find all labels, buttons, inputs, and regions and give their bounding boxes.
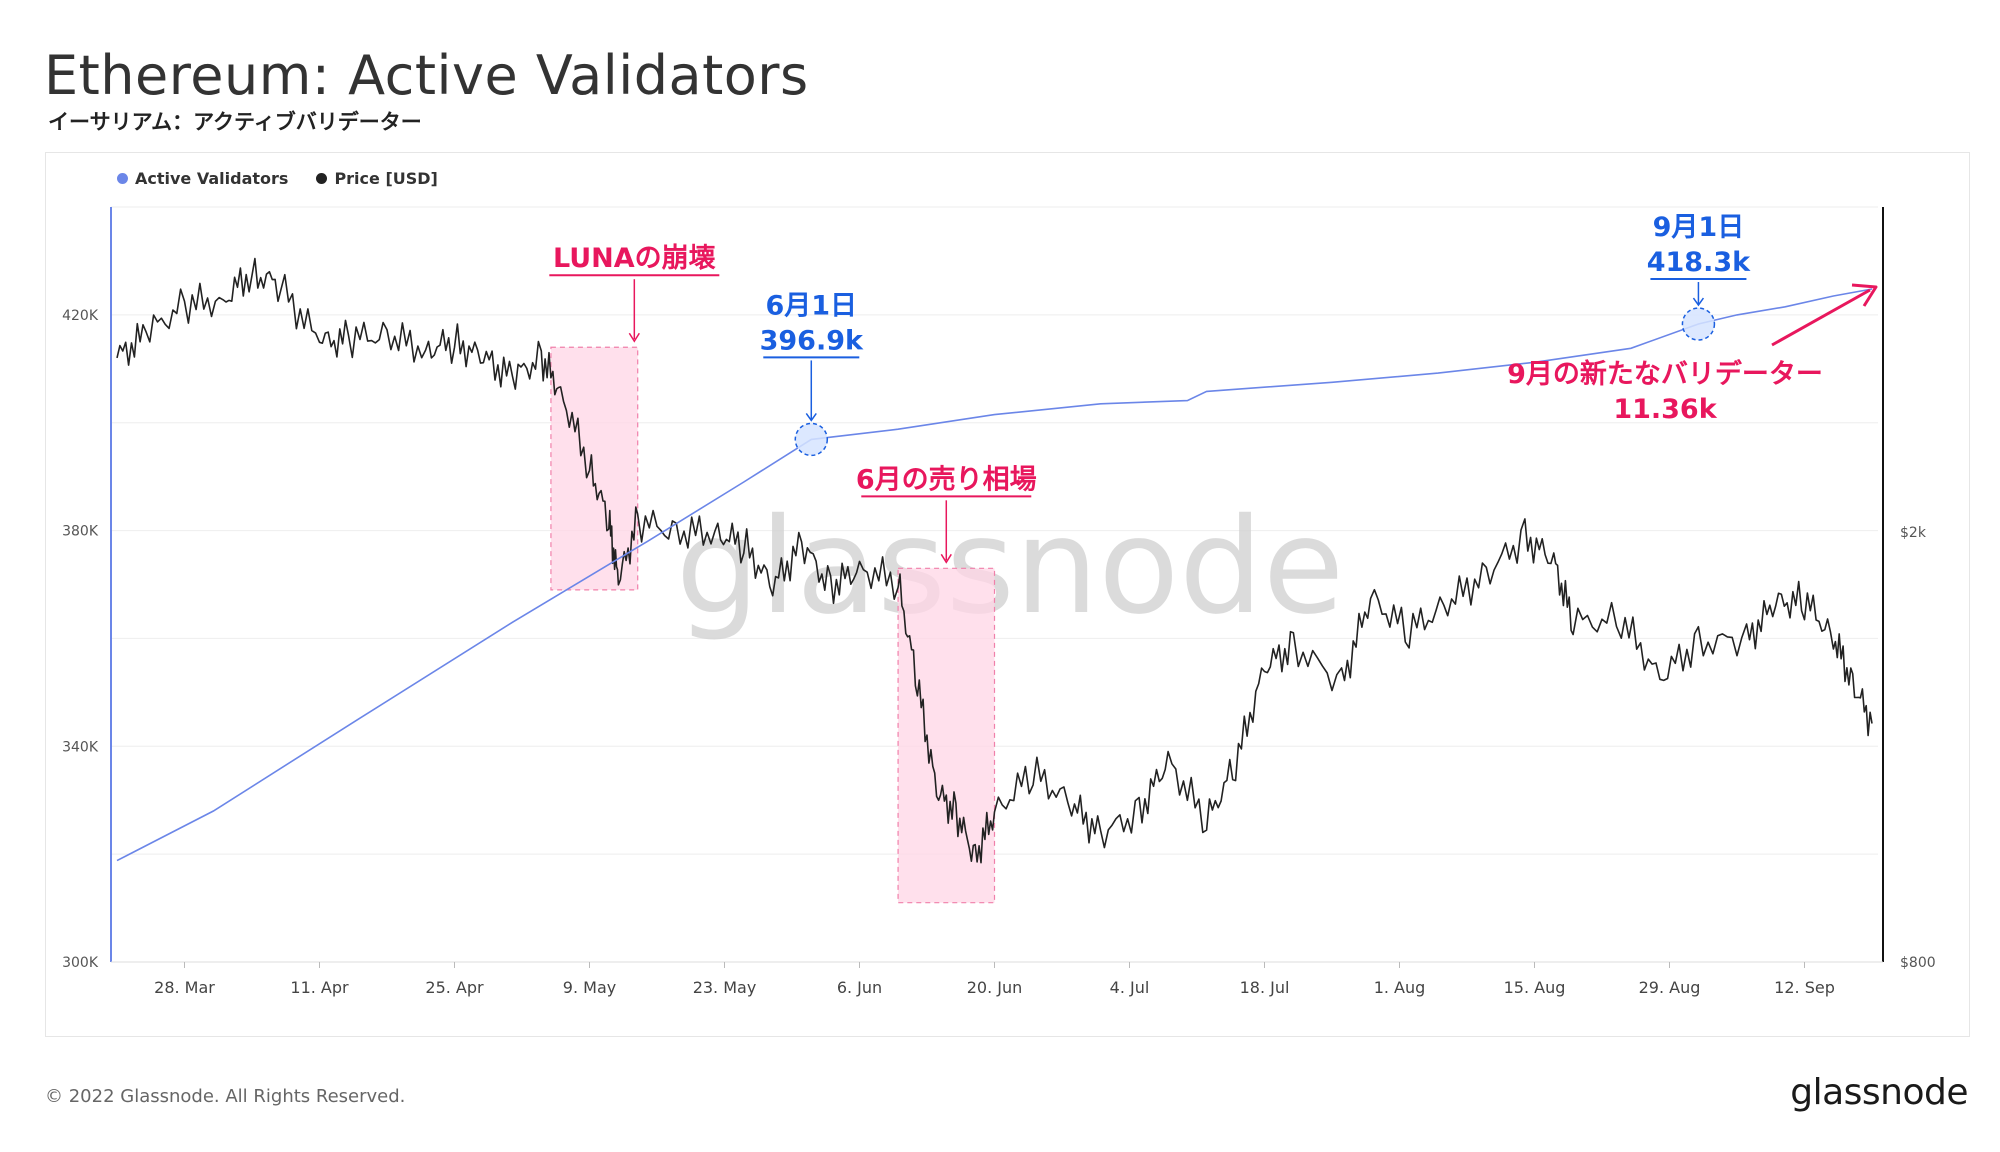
callout-arrow-line	[1771, 288, 1871, 347]
series-line-price	[116, 257, 1873, 864]
y-left-tick-label: 340K	[62, 739, 99, 755]
chart-legend: Active Validators Price [USD]	[117, 169, 438, 188]
y-left-tick-label: 300K	[62, 955, 99, 971]
annotation-marker	[1681, 307, 1716, 341]
y-right-tick-label: $800	[1900, 955, 1936, 971]
annotation-layer: 6月1日 396.9k 9月1日 418.3k 9月の新たなバリデーター 11.36k	[760, 212, 1878, 457]
x-tick-label: 18. Jul	[1240, 978, 1290, 997]
highlight-label: 6月の売り相場	[856, 464, 1037, 495]
x-tick-label: 20. Jun	[967, 978, 1023, 997]
legend-label-price: Price [USD]	[334, 169, 438, 188]
page-title: Ethereum: Active Validators	[44, 44, 809, 107]
callout-line1: 9月の新たなバリデーター	[1507, 358, 1823, 390]
legend-label-validators: Active Validators	[135, 169, 289, 188]
callout-arrow-head	[1851, 283, 1878, 307]
x-tick-label: 1. Aug	[1374, 978, 1426, 997]
series-line-validators	[116, 288, 1873, 862]
x-tick-label: 23. May	[693, 978, 757, 997]
annotation-date-label: 9月1日	[1653, 212, 1745, 243]
page-subtitle: イーサリアム：アクティブバリデーター	[48, 110, 422, 134]
tick-layer: 300K 340K 380K 420K $800 $2k 28. Mar 11. Apr 25.…	[62, 308, 1936, 997]
x-tick-label: 28. Mar	[154, 978, 215, 997]
highlight-box	[550, 346, 639, 591]
annotation-date-label: 6月1日	[765, 290, 857, 321]
x-tick-label: 29. Aug	[1639, 978, 1701, 997]
glassnode-logo[interactable]: glassnode	[1790, 1072, 1968, 1113]
x-tick-label: 6. Jun	[837, 978, 882, 997]
legend-item-price[interactable]: Price [USD]	[316, 169, 438, 188]
highlight-label: LUNAの崩壊	[553, 243, 716, 274]
callout-line2: 11.36k	[1613, 394, 1717, 425]
annotation-pointer-head	[1692, 297, 1705, 307]
y-left-tick-label: 380K	[62, 524, 99, 540]
copyright-text: © 2022 Glassnode. All Rights Reserved.	[45, 1086, 406, 1107]
highlight-pointer-head	[940, 553, 952, 564]
annotation-pointer-head	[805, 412, 817, 422]
x-tick-label: 9. May	[563, 978, 616, 997]
legend-dot-validators	[117, 173, 128, 184]
legend-dot-price	[316, 173, 328, 184]
x-tick-label: 11. Apr	[290, 978, 349, 997]
x-tick-label: 12. Sep	[1774, 978, 1835, 997]
chart-frame	[45, 152, 1970, 1037]
annotation-marker	[794, 422, 829, 457]
annotation-value-label: 418.3k	[1647, 247, 1751, 278]
series-layer	[116, 257, 1873, 864]
annotation-value-label: 396.9k	[760, 325, 864, 356]
legend-item-validators[interactable]: Active Validators	[117, 169, 288, 188]
watermark-text: glassnode	[676, 490, 1344, 644]
y-left-tick-label: 420K	[62, 308, 99, 324]
x-tick-label: 25. Apr	[425, 978, 484, 997]
y-right-tick-label: $2k	[1900, 525, 1927, 541]
highlight-layer: LUNAの崩壊 6月の売り相場	[549, 243, 1037, 904]
highlight-pointer-head	[628, 332, 640, 343]
x-tick-label: 4. Jul	[1110, 978, 1150, 997]
x-tick-label: 15. Aug	[1504, 978, 1566, 997]
